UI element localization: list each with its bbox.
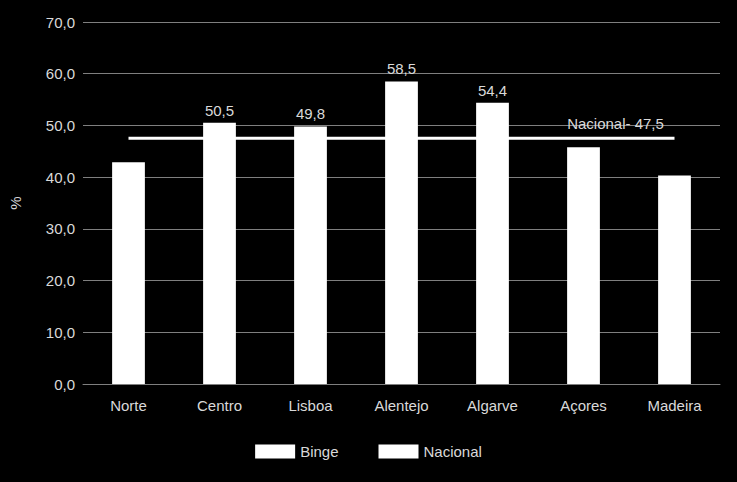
svg-text:58,5: 58,5	[387, 60, 416, 77]
svg-text:Nacional- 47,5: Nacional- 47,5	[567, 115, 664, 132]
svg-text:Algarve: Algarve	[467, 397, 518, 414]
svg-text:Açores: Açores	[560, 397, 607, 414]
svg-text:20,0: 20,0	[46, 272, 75, 289]
svg-text:60,0: 60,0	[46, 65, 75, 82]
svg-text:54,4: 54,4	[478, 82, 507, 99]
svg-text:Norte: Norte	[110, 397, 147, 414]
svg-text:50,5: 50,5	[205, 102, 234, 119]
svg-text:10,0: 10,0	[46, 324, 75, 341]
svg-text:49,8: 49,8	[296, 105, 325, 122]
svg-text:%: %	[7, 196, 24, 209]
svg-text:Alentejo: Alentejo	[374, 397, 428, 414]
svg-text:Lisboa: Lisboa	[288, 397, 333, 414]
svg-text:70,0: 70,0	[46, 14, 75, 31]
svg-text:Nacional: Nacional	[423, 443, 481, 460]
svg-text:Centro: Centro	[197, 397, 242, 414]
svg-text:0,0: 0,0	[54, 376, 75, 393]
svg-text:Madeira: Madeira	[647, 397, 702, 414]
svg-text:Binge: Binge	[300, 443, 338, 460]
svg-text:30,0: 30,0	[46, 220, 75, 237]
svg-text:40,0: 40,0	[46, 169, 75, 186]
svg-text:50,0: 50,0	[46, 117, 75, 134]
